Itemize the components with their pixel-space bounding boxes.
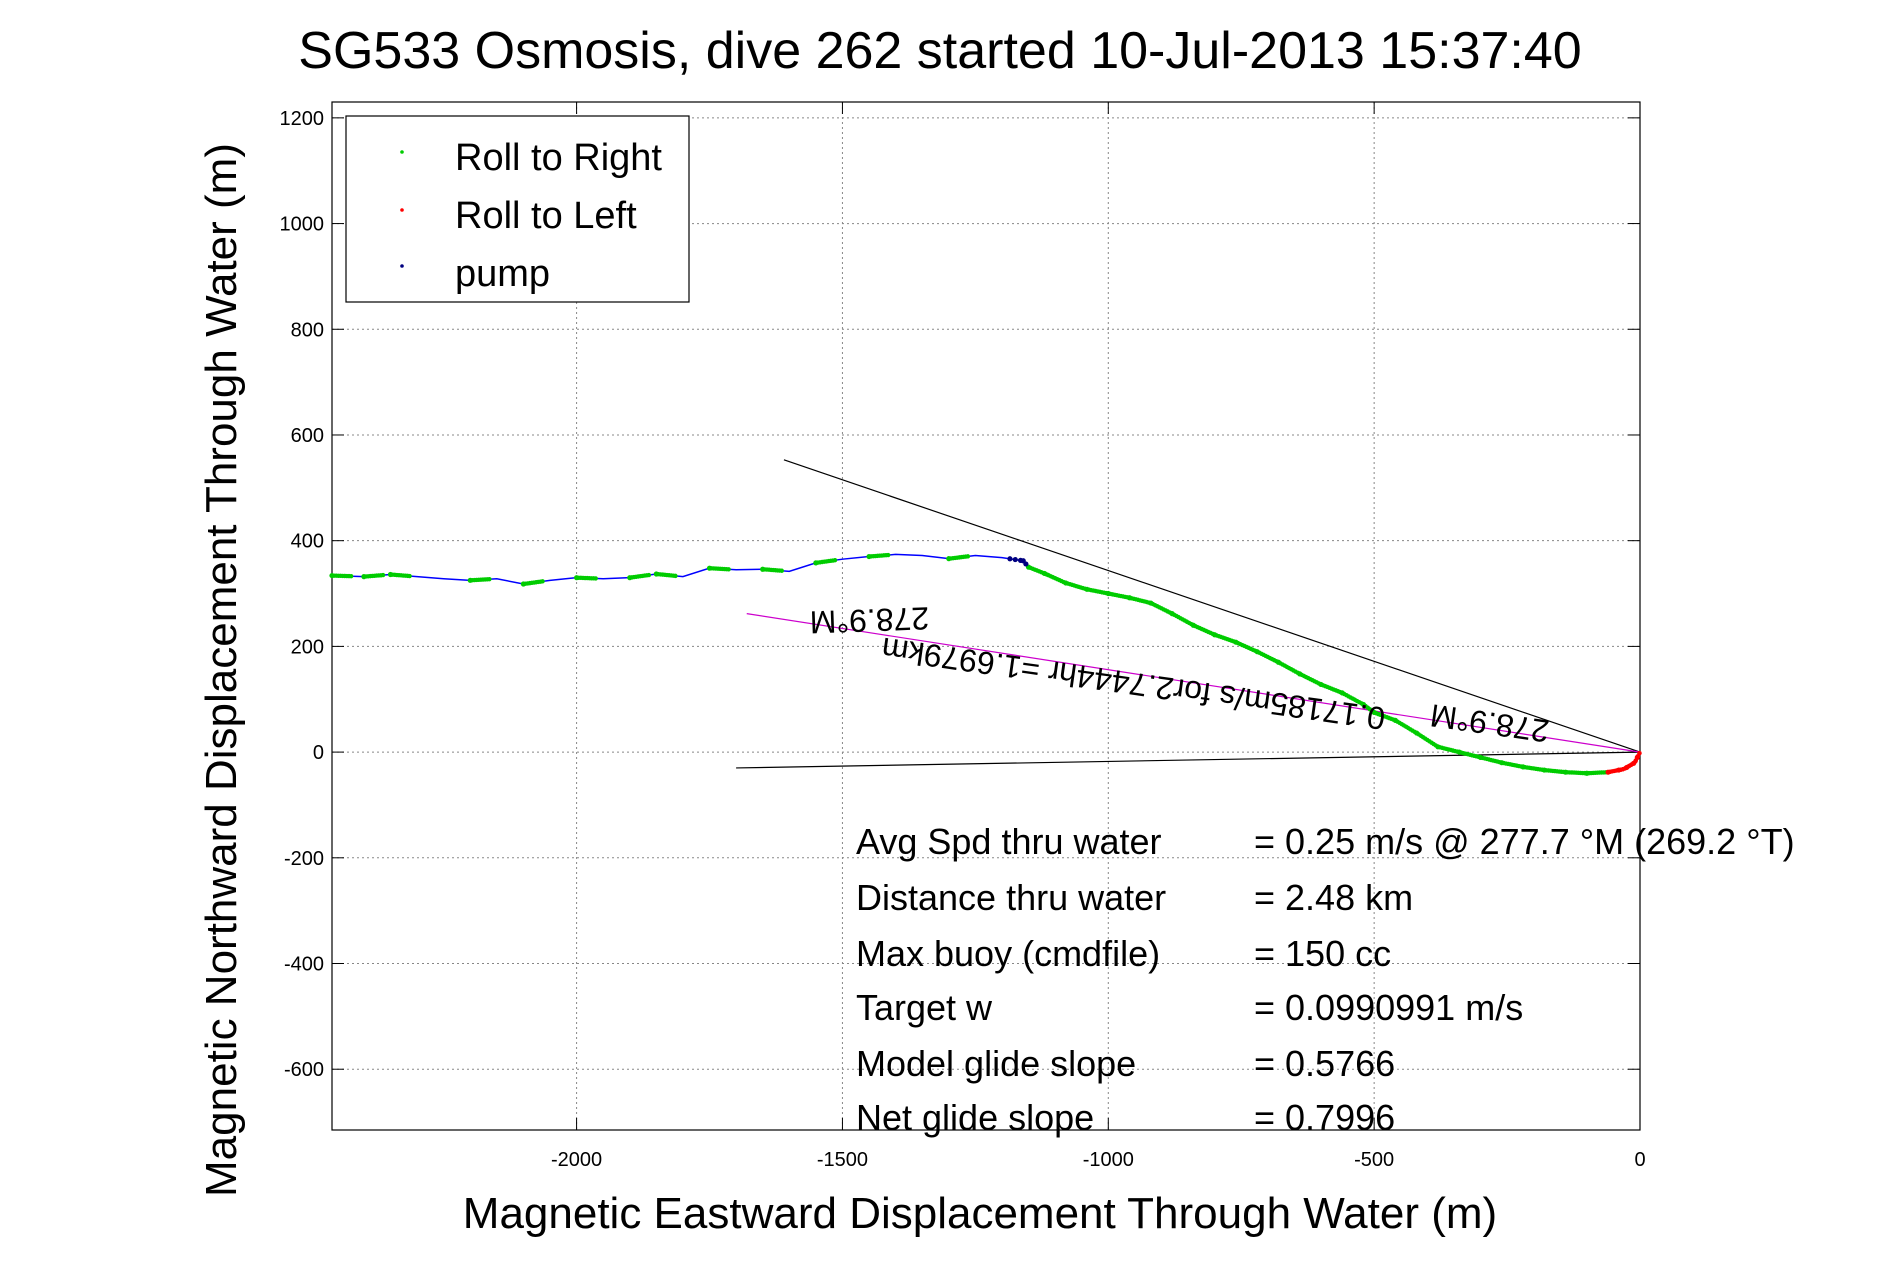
stat-label: Net glide slope [856, 1097, 1094, 1138]
pump-marker [1012, 556, 1018, 563]
y-tick-label: 0 [313, 742, 324, 764]
roll-right-marker [593, 576, 598, 581]
roll-right-marker [540, 579, 545, 584]
stat-value: = 0.5766 [1254, 1043, 1395, 1084]
y-tick-label: 1000 [280, 214, 325, 236]
heading-annotations: 278.9°M0.1718​5m/s for2.7444hr =1.6979km… [809, 600, 1551, 749]
stat-value: = 0.7996 [1254, 1097, 1395, 1138]
roll-right-marker [407, 573, 412, 579]
stat-label: Avg Spd thru water [856, 821, 1162, 862]
legend-marker-pump [400, 264, 404, 268]
roll-right-marker [673, 573, 678, 579]
stat-label: Target w [856, 987, 993, 1028]
pump-marker [1007, 556, 1013, 562]
chart-title: SG533 Osmosis, dive 262 started 10-Jul-2… [298, 22, 1581, 80]
x-tick-label: -2000 [551, 1149, 602, 1171]
stat-label: Max buoy (cmdfile) [856, 933, 1160, 974]
legend-marker-roll-right [400, 150, 404, 154]
guide-line [736, 751, 1641, 769]
stat-label: Model glide slope [856, 1043, 1136, 1084]
legend-label-roll-left: Roll to Left [455, 195, 637, 237]
y-tick-label: 400 [291, 531, 324, 553]
roll-right-marker [779, 568, 785, 573]
roll-left-marker [1637, 750, 1642, 756]
roll-right-marker [832, 558, 838, 563]
x-tick-label: -500 [1354, 1149, 1394, 1171]
legend: Roll to Right Roll to Left pump [345, 115, 690, 303]
x-tick-label: 0 [1634, 1149, 1645, 1171]
stats-block: Avg Spd thru water = 0.25 m/s @ 277.7 °M… [856, 821, 1795, 1138]
roll-right-marker [885, 552, 891, 558]
stat-value: = 0.25 m/s @ 277.7 °M (269.2 °T) [1254, 821, 1795, 862]
plot-frame [331, 101, 1641, 1131]
heading-line [746, 613, 1641, 753]
roll-right-marker [348, 574, 354, 579]
y-tick-label: 1200 [280, 108, 325, 130]
stat-value: = 150 cc [1254, 933, 1391, 974]
x-axis-label: Magnetic Eastward Displacement Through W… [463, 1189, 1497, 1238]
roll-right-marker [380, 572, 386, 578]
y-tick-label: 200 [291, 636, 324, 658]
stat-value: = 0.0990991 m/s [1254, 987, 1523, 1028]
legend-marker-roll-left [400, 208, 404, 212]
grid [332, 102, 1641, 1130]
roll-left-marker [1634, 754, 1640, 760]
roll-markers [329, 552, 1642, 776]
roll-right-marker [965, 554, 971, 559]
stat-label: Distance thru water [856, 877, 1166, 918]
y-tick-label: -200 [284, 848, 324, 870]
guide-lines [736, 459, 1641, 769]
legend-label-roll-right: Roll to Right [455, 137, 662, 179]
roll-right-marker [487, 576, 492, 582]
heading-annotation: 278.9°M [1428, 697, 1551, 749]
y-axis-ticks: -600 -400 -200 0 200 400 600 800 1000 1200 [280, 108, 1640, 1081]
y-tick-label: -400 [284, 954, 324, 976]
heading-annotation: 278.9°M [809, 600, 930, 640]
x-axis-ticks: -2000 -1500 -1000 -500 0 [551, 102, 1646, 1171]
pump-marker [1023, 561, 1029, 567]
roll-right-marker [726, 567, 731, 572]
stat-value: = 2.48 km [1254, 877, 1413, 918]
x-tick-label: -1000 [1083, 1149, 1134, 1171]
y-tick-label: 600 [291, 425, 324, 447]
y-tick-label: -600 [284, 1059, 324, 1081]
y-axis-label: Magnetic Northward Displacement Through … [197, 143, 246, 1197]
y-tick-label: 800 [291, 319, 324, 341]
legend-label-pump: pump [455, 253, 550, 295]
x-tick-label: -1500 [817, 1149, 868, 1171]
roll-right-marker [646, 572, 652, 578]
guide-line [783, 459, 1641, 753]
